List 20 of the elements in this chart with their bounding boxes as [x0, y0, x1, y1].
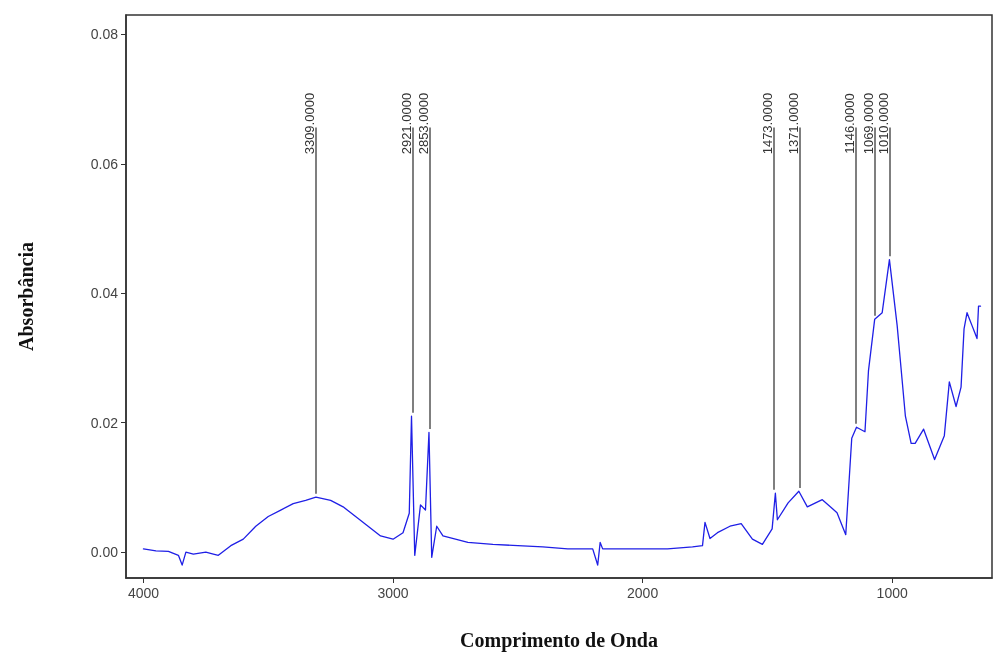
annotation: 1146.0000	[841, 93, 857, 154]
x-tick-label: 4000	[127, 585, 160, 601]
annotation: 2921.0000	[398, 92, 414, 155]
x-tick-label: 1000	[876, 585, 908, 601]
x-tick-label: 2000	[627, 585, 659, 601]
x-tick-label: 3000	[377, 585, 409, 601]
annotation: 1069.0000	[860, 92, 876, 155]
annotation: 3309.0000	[301, 92, 317, 155]
y-tick-label: 0.00	[90, 544, 119, 561]
y-tick-label: 0.02	[90, 414, 119, 431]
annotation: 1010.0000	[875, 92, 891, 155]
x-axis-title: Comprimento de Onda	[460, 629, 658, 652]
annotation: 2853.0000	[415, 92, 431, 155]
y-tick-label: 0.04	[90, 285, 119, 302]
annotation: 1371.0000	[785, 92, 801, 155]
line-series	[142, 258, 982, 566]
y-axis-title: Absorbância	[15, 242, 37, 351]
y-tick-label: 0.06	[90, 155, 119, 172]
y-tick-label: 0.08	[90, 26, 119, 43]
annotation: 1473.0000	[760, 92, 776, 155]
